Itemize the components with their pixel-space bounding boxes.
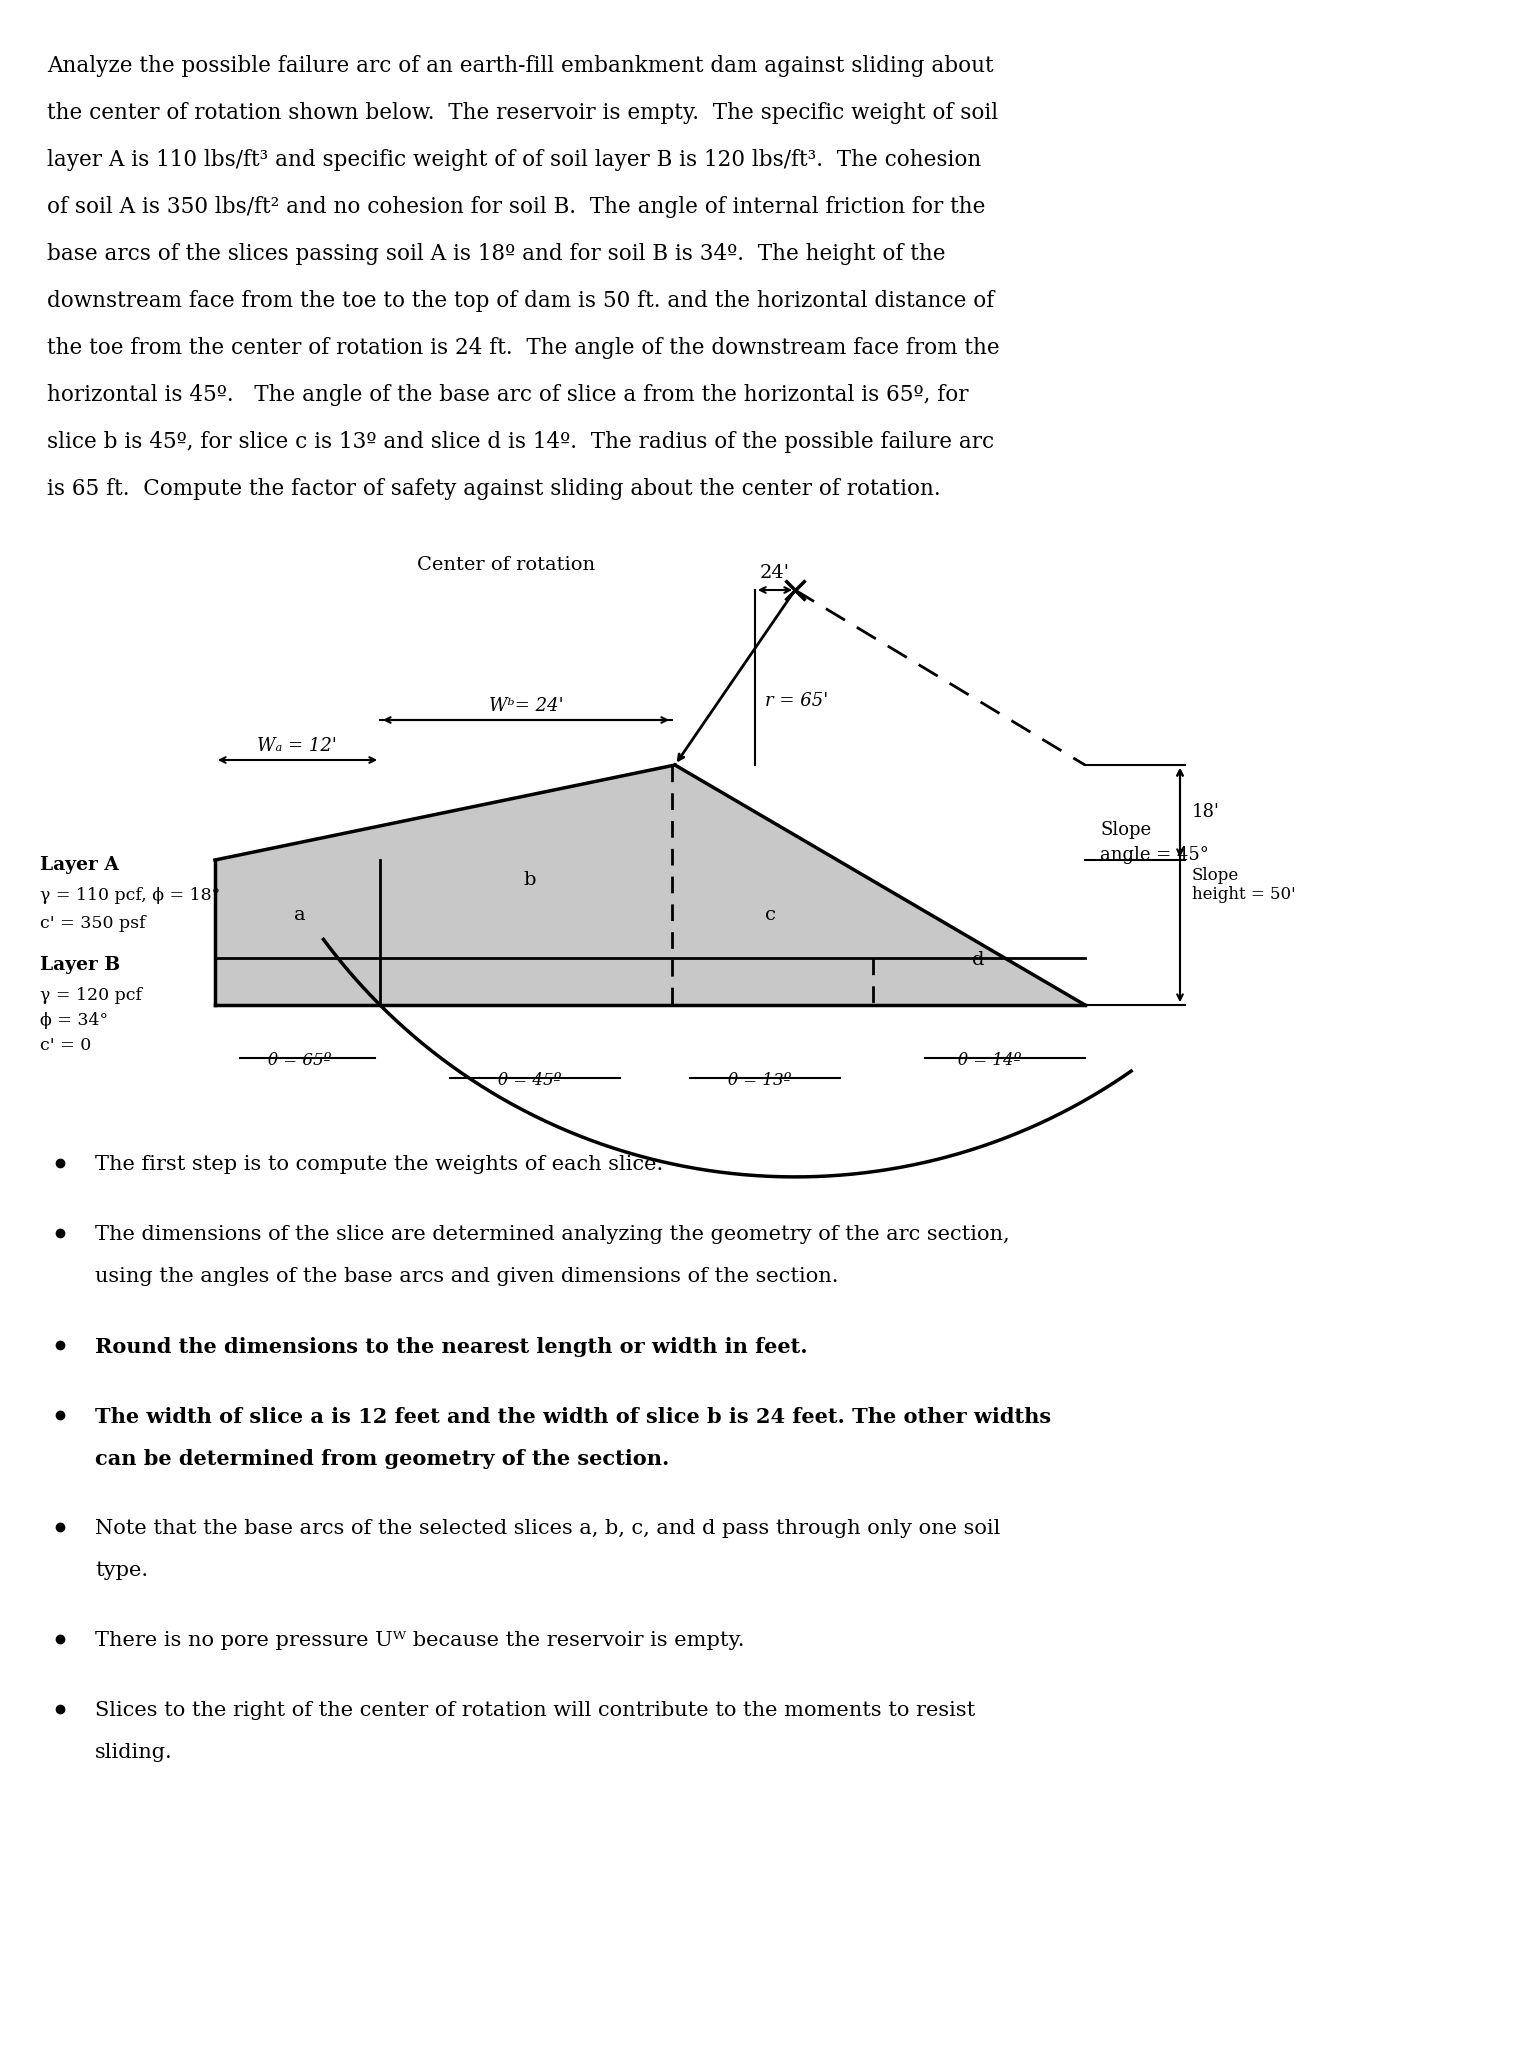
Text: the center of rotation shown below.  The reservoir is empty.  The specific weigh: the center of rotation shown below. The … [48,102,998,125]
Text: Analyze the possible failure arc of an earth-fill embankment dam against sliding: Analyze the possible failure arc of an e… [48,55,994,78]
Text: downstream face from the toe to the top of dam is 50 ft. and the horizontal dist: downstream face from the toe to the top … [48,291,994,311]
Text: horizontal is 45º.   The angle of the base arc of slice a from the horizontal is: horizontal is 45º. The angle of the base… [48,385,969,406]
Text: 18': 18' [1192,803,1220,821]
Text: γ = 110 pcf, ϕ = 18°: γ = 110 pcf, ϕ = 18° [40,887,220,903]
Text: can be determined from geometry of the section.: can be determined from geometry of the s… [95,1450,670,1468]
Text: Layer B: Layer B [40,956,120,975]
Text: Slices to the right of the center of rotation will contribute to the moments to : Slices to the right of the center of rot… [95,1702,975,1720]
Text: The width of slice a is 12 feet and the width of slice b is 24 feet. The other w: The width of slice a is 12 feet and the … [95,1407,1051,1427]
Polygon shape [215,766,1084,1006]
Text: Center of rotation: Center of rotation [416,555,594,573]
Text: The first step is to compute the weights of each slice.: The first step is to compute the weights… [95,1155,664,1174]
Text: using the angles of the base arcs and given dimensions of the section.: using the angles of the base arcs and gi… [95,1268,839,1286]
Text: γ = 120 pcf: γ = 120 pcf [40,987,141,1004]
Text: ϕ = 34°: ϕ = 34° [40,1012,108,1028]
Text: θ = 13º: θ = 13º [728,1071,791,1090]
Text: sliding.: sliding. [95,1743,172,1761]
Text: θ = 45º: θ = 45º [498,1071,562,1090]
Text: c: c [765,905,776,924]
Text: the toe from the center of rotation is 24 ft.  The angle of the downstream face : the toe from the center of rotation is 2… [48,338,1000,358]
Text: type.: type. [95,1561,147,1579]
Text: b: b [524,870,536,889]
Text: The dimensions of the slice are determined analyzing the geometry of the arc sec: The dimensions of the slice are determin… [95,1225,1009,1243]
Text: Slope: Slope [1100,821,1150,840]
Text: There is no pore pressure Uᵂ because the reservoir is empty.: There is no pore pressure Uᵂ because the… [95,1630,745,1651]
Text: c' = 0: c' = 0 [40,1036,91,1055]
Text: d: d [972,950,985,969]
Text: a: a [295,905,306,924]
Text: Note that the base arcs of the selected slices a, b, c, and d pass through only : Note that the base arcs of the selected … [95,1520,1000,1538]
Text: base arcs of the slices passing soil A is 18º and for soil B is 34º.  The height: base arcs of the slices passing soil A i… [48,244,946,264]
Text: Wᵇ= 24': Wᵇ= 24' [488,696,564,715]
Text: Round the dimensions to the nearest length or width in feet.: Round the dimensions to the nearest leng… [95,1337,808,1358]
Text: is 65 ft.  Compute the factor of safety against sliding about the center of rota: is 65 ft. Compute the factor of safety a… [48,477,940,500]
Text: of soil A is 350 lbs/ft² and no cohesion for soil B.  The angle of internal fric: of soil A is 350 lbs/ft² and no cohesion… [48,197,986,217]
Text: layer A is 110 lbs/ft³ and specific weight of of soil layer B is 120 lbs/ft³.  T: layer A is 110 lbs/ft³ and specific weig… [48,150,982,170]
Text: Slope
height = 50': Slope height = 50' [1192,866,1296,903]
Text: Wₐ = 12': Wₐ = 12' [257,737,336,756]
Text: Layer A: Layer A [40,856,118,874]
Text: c' = 350 psf: c' = 350 psf [40,915,146,932]
Text: r = 65': r = 65' [765,692,828,711]
Text: θ = 65º: θ = 65º [269,1053,332,1069]
Text: slice b is 45º, for slice c is 13º and slice d is 14º.  The radius of the possib: slice b is 45º, for slice c is 13º and s… [48,430,994,453]
Text: angle = 45°: angle = 45° [1100,846,1209,864]
Text: 24': 24' [760,563,790,582]
Text: θ = 14º: θ = 14º [958,1053,1021,1069]
